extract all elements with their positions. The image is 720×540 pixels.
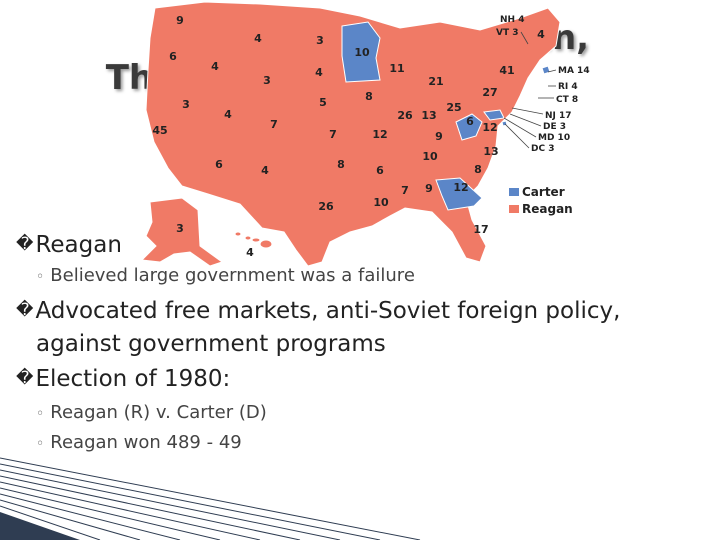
state-rhode-island [541,65,551,75]
ev-label-va: 12 [482,121,497,134]
state-alaska [140,197,224,267]
ev-label-ut: 4 [224,108,232,121]
election-map-1980: Carter Reagan 9 6 45 3 4 4 3 4 7 6 4 3 4… [140,1,590,267]
ev-label-id: 4 [211,60,219,73]
bullet-advocated: �Advocated free markets, anti-Soviet for… [16,298,620,324]
ev-label-oh: 25 [446,101,461,114]
ev-label-az: 6 [215,158,223,171]
ev-label-nj: NJ 17 [545,111,572,121]
sub-bullet-large-government: ◦ Believed large government was a failure [36,265,415,286]
ev-label-nh: NH 4 [500,15,524,25]
ev-label-ct: CT 8 [556,95,578,105]
ev-label-tx: 26 [318,200,334,213]
ev-label-ny: 41 [499,64,514,77]
state-hawaii [234,231,273,249]
ev-label-ga: 12 [453,181,468,194]
ev-label-la: 10 [373,196,389,209]
ev-label-mt: 4 [254,32,262,45]
ev-label-sc: 8 [474,163,482,176]
ev-label-nv: 3 [182,98,190,111]
state-georgia [435,177,483,211]
sub-bullet-text: Believed large government was a failure [50,265,415,286]
ev-label-ma: MA 14 [558,66,590,76]
ev-label-dc: DC 3 [531,144,554,154]
ev-label-ar: 6 [376,164,384,177]
ev-label-mn: 10 [354,46,370,59]
sub-bullet-dot: ◦ [36,436,45,452]
sub-bullet-text: Reagan won 489 - 49 [50,432,242,453]
sub-bullet-dot: ◦ [36,406,45,422]
ev-label-wy: 3 [263,74,271,87]
ev-label-ky: 9 [435,130,443,143]
ev-label-wa: 9 [176,14,184,27]
ev-label-wi: 11 [389,62,404,75]
ev-label-al: 9 [425,182,433,195]
ev-label-nd: 3 [316,34,324,47]
ev-label-ak: 3 [176,222,184,235]
bullet-advocated-continued: against government programs [36,331,386,357]
ev-label-pa: 27 [482,86,497,99]
ev-label-me: 4 [537,28,545,41]
bullet-text: Advocated free markets, anti-Soviet fore… [35,298,621,324]
ev-label-hi: 4 [246,246,254,259]
ev-label-mo: 12 [372,128,387,141]
title-left-fragment: Th [105,58,154,98]
ev-label-nc: 13 [483,145,498,158]
electoral-vote-labels: 9 6 45 3 4 4 3 4 7 6 4 3 4 5 7 8 26 10 8… [152,14,545,259]
ev-label-ri: RI 4 [558,82,578,92]
bullet-text: Reagan [35,232,122,258]
bullet-mark: � [16,300,34,320]
ev-label-co: 7 [270,118,278,131]
ev-label-in: 13 [421,109,436,122]
bullet-mark: � [16,234,34,254]
bullet-mark: � [16,368,34,388]
bullet-text: Election of 1980: [35,366,231,392]
ev-label-vt: VT 3 [496,28,519,38]
bullet-reagan: �Reagan [16,232,122,258]
northeast-leader-lines [503,31,557,149]
ev-label-ne: 5 [319,96,327,109]
state-west-virginia [455,113,483,141]
bullet-election: �Election of 1980: [16,366,230,392]
ev-label-or: 6 [169,50,177,63]
ev-label-ks: 7 [329,128,337,141]
legend-reagan-swatch [509,205,519,213]
ev-label-ok: 8 [337,158,345,171]
ev-label-fl: 17 [473,223,488,236]
state-minnesota [341,21,381,83]
northeast-small-state-labels: NH 4 VT 3 MA 14 RI 4 CT 8 NJ 17 DE 3 MD … [496,15,590,154]
ev-label-sd: 4 [315,66,323,79]
bullet-text: against government programs [36,331,386,357]
ev-label-de: DE 3 [543,122,566,132]
ev-label-tn: 10 [422,150,438,163]
sub-bullet-dot: ◦ [36,269,45,285]
sub-bullet-reagan-v-carter: ◦ Reagan (R) v. Carter (D) [36,402,267,423]
sub-bullet-text: Reagan (R) v. Carter (D) [50,402,267,423]
ev-label-nm: 4 [261,164,269,177]
ev-label-il: 26 [397,109,413,122]
legend-carter-swatch [509,188,519,196]
legend-reagan-label: Reagan [522,202,573,216]
ev-label-md: MD 10 [538,133,570,143]
ev-label-wv: 6 [466,115,474,128]
ev-label-ms: 7 [401,184,409,197]
ev-label-mi: 21 [428,75,443,88]
legend-carter-label: Carter [522,185,565,199]
ev-label-ia: 8 [365,90,373,103]
ev-label-ca: 45 [152,124,167,137]
sub-bullet-reagan-won: ◦ Reagan won 489 - 49 [36,432,242,453]
